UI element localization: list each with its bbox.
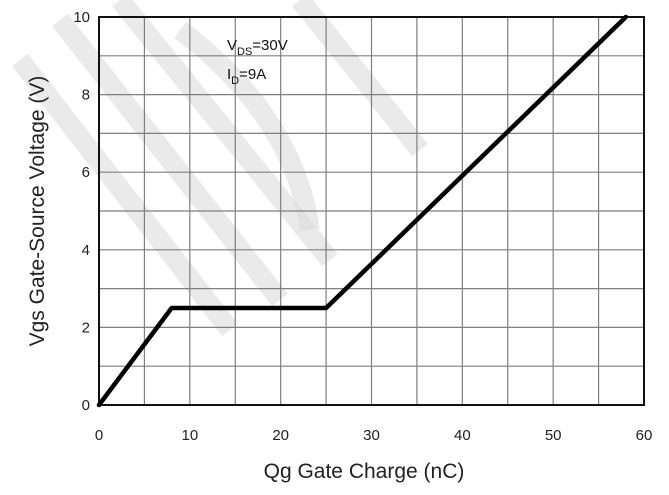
y-tick-label: 2 [82, 319, 90, 336]
vds-value: =30V [252, 37, 287, 54]
y-tick-label: 0 [82, 397, 90, 414]
id-symbol: I [227, 66, 231, 83]
x-tick-label: 0 [95, 427, 103, 444]
vds-subscript: DS [237, 46, 252, 58]
y-tick-label: 8 [82, 87, 90, 104]
x-tick-label: 50 [545, 427, 562, 444]
tick-labels: 0 10 20 30 40 50 60 0 2 4 6 8 10 [73, 9, 652, 444]
y-axis-label: Vgs Gate-Source Voltage (V) [26, 76, 49, 347]
id-annotation: ID=9A [227, 66, 266, 87]
id-subscript: D [231, 75, 239, 87]
grid [99, 17, 644, 405]
vds-annotation: VDS=30V [227, 37, 288, 58]
series-line [96, 14, 629, 408]
x-axis-label: Qg Gate Charge (nC) [264, 460, 465, 483]
x-tick-label: 10 [181, 427, 198, 444]
x-tick-label: 20 [272, 427, 289, 444]
x-tick-label: 30 [363, 427, 380, 444]
y-tick-label: 6 [82, 164, 90, 181]
vds-symbol: V [227, 37, 237, 54]
series-layer [96, 14, 629, 408]
plot-frame [98, 16, 645, 406]
x-tick-label: 60 [636, 427, 653, 444]
y-tick-label: 4 [82, 242, 90, 259]
watermark [12, 0, 428, 337]
id-value: =9A [239, 66, 266, 83]
y-tick-label: 10 [73, 9, 90, 26]
x-tick-label: 40 [454, 427, 471, 444]
